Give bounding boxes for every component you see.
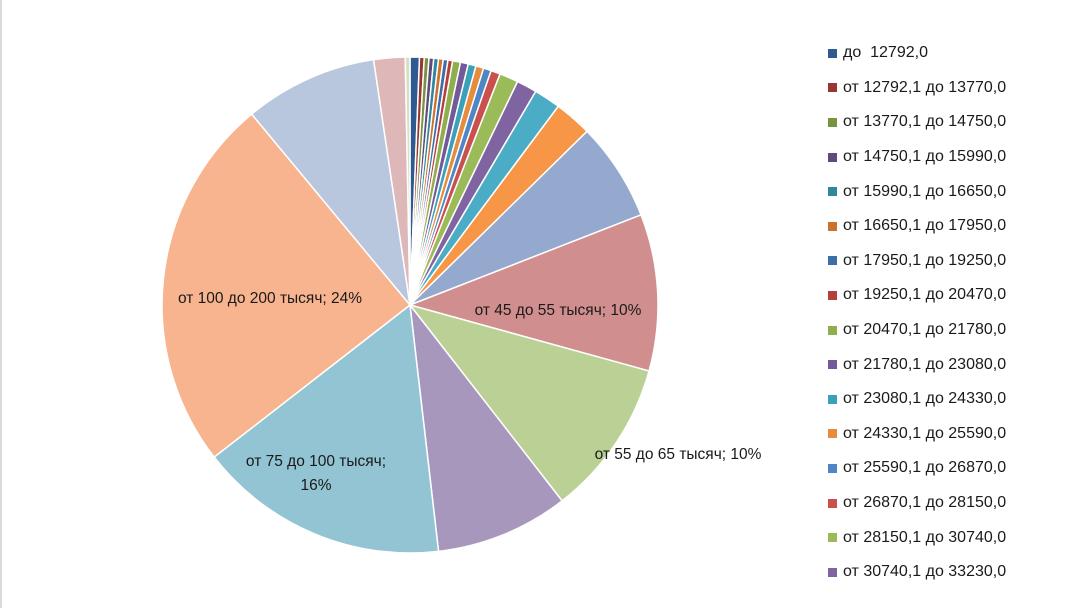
legend-label: от 24330,1 до 25590,0 [843, 424, 1007, 442]
legend-entry: от 25590,1 до 26870,0 [828, 451, 1078, 486]
legend-entry: от 17950,1 до 19250,0 [828, 244, 1078, 279]
legend-swatch [828, 498, 837, 508]
legend-entry: от 14750,1 до 15990,0 [828, 140, 1078, 175]
legend-swatch [828, 429, 837, 439]
slice-data-label: от 55 до 65 тысяч; 10% [595, 446, 762, 463]
pie-slice [404, 56, 411, 306]
legend-label: от 28150,1 до 30740,0 [843, 528, 1007, 546]
legend-label: от 13770,1 до 14750,0 [843, 113, 1007, 131]
legend-entry: от 20470,1 до 21780,0 [828, 313, 1078, 348]
slice-data-label: от 45 до 55 тысяч; 10% [475, 302, 642, 319]
legend-swatch [828, 83, 837, 93]
legend-swatch [828, 360, 837, 370]
legend-entry: от 16650,1 до 17950,0 [828, 209, 1078, 244]
legend-swatch [828, 152, 837, 162]
legend-swatch [828, 117, 837, 127]
legend-entry: от 15990,1 до 16650,0 [828, 174, 1078, 209]
legend-label: от 19250,1 до 20470,0 [843, 286, 1007, 304]
legend-swatch [828, 256, 837, 266]
legend-label: от 21780,1 до 23080,0 [843, 355, 1007, 373]
legend-label: от 20470,1 до 21780,0 [843, 321, 1007, 339]
pie-slice [408, 302, 564, 553]
chart-legend: до 12792,0 от 12792,1 до 13770,0 от 13770,… [828, 36, 1078, 590]
legend-label: от 17950,1 до 19250,0 [843, 251, 1007, 269]
legend-swatch [828, 290, 837, 300]
pie-slice [250, 58, 412, 308]
legend-entry: от 21780,1 до 23080,0 [828, 347, 1078, 382]
legend-label: от 16650,1 до 17950,0 [843, 217, 1007, 235]
pie-slice [407, 213, 659, 372]
legend-swatch [828, 533, 837, 543]
legend-label: от 23080,1 до 24330,0 [843, 390, 1007, 408]
legend-entry: от 23080,1 до 24330,0 [828, 382, 1078, 417]
legend-label: от 30740,1 до 33230,0 [843, 563, 1007, 581]
legend-entry: до 12792,0 [828, 36, 1078, 71]
legend-label: от 12792,1 до 13770,0 [843, 78, 1007, 96]
legend-label: от 26870,1 до 28150,0 [843, 494, 1007, 512]
legend-label: от 14750,1 до 15990,0 [843, 148, 1007, 166]
legend-label: от 15990,1 до 16650,0 [843, 182, 1007, 200]
legend-label: до 12792,0 [843, 44, 928, 62]
slice-data-label: от 75 до 100 тысяч; 16% [246, 453, 386, 494]
legend-entry: от 12792,1 до 13770,0 [828, 71, 1078, 106]
slice-data-label: от 100 до 200 тысяч; 24% [178, 290, 362, 307]
legend-entry: от 28150,1 до 30740,0 [828, 520, 1078, 555]
legend-swatch [828, 325, 837, 335]
pie-slice [408, 303, 650, 502]
legend-swatch [828, 187, 837, 197]
pie-chart: от 45 до 55 тысяч; 10% от 55 до 65 тысяч;… [161, 56, 762, 554]
legend-label: от 25590,1 до 26870,0 [843, 459, 1007, 477]
legend-entry: от 19250,1 до 20470,0 [828, 278, 1078, 313]
frame-left-border [0, 0, 2, 608]
legend-swatch [828, 463, 837, 473]
legend-entry: от 24330,1 до 25590,0 [828, 417, 1078, 452]
legend-entry: от 13770,1 до 14750,0 [828, 105, 1078, 140]
legend-entry: от 26870,1 до 28150,0 [828, 486, 1078, 521]
legend-swatch [828, 221, 837, 231]
pie-slice [213, 303, 440, 554]
legend-entry: от 30740,1 до 33230,0 [828, 555, 1078, 590]
legend-swatch [828, 394, 837, 404]
legend-swatch [828, 567, 837, 577]
pie-slice [161, 113, 412, 459]
legend-swatch [828, 48, 837, 58]
